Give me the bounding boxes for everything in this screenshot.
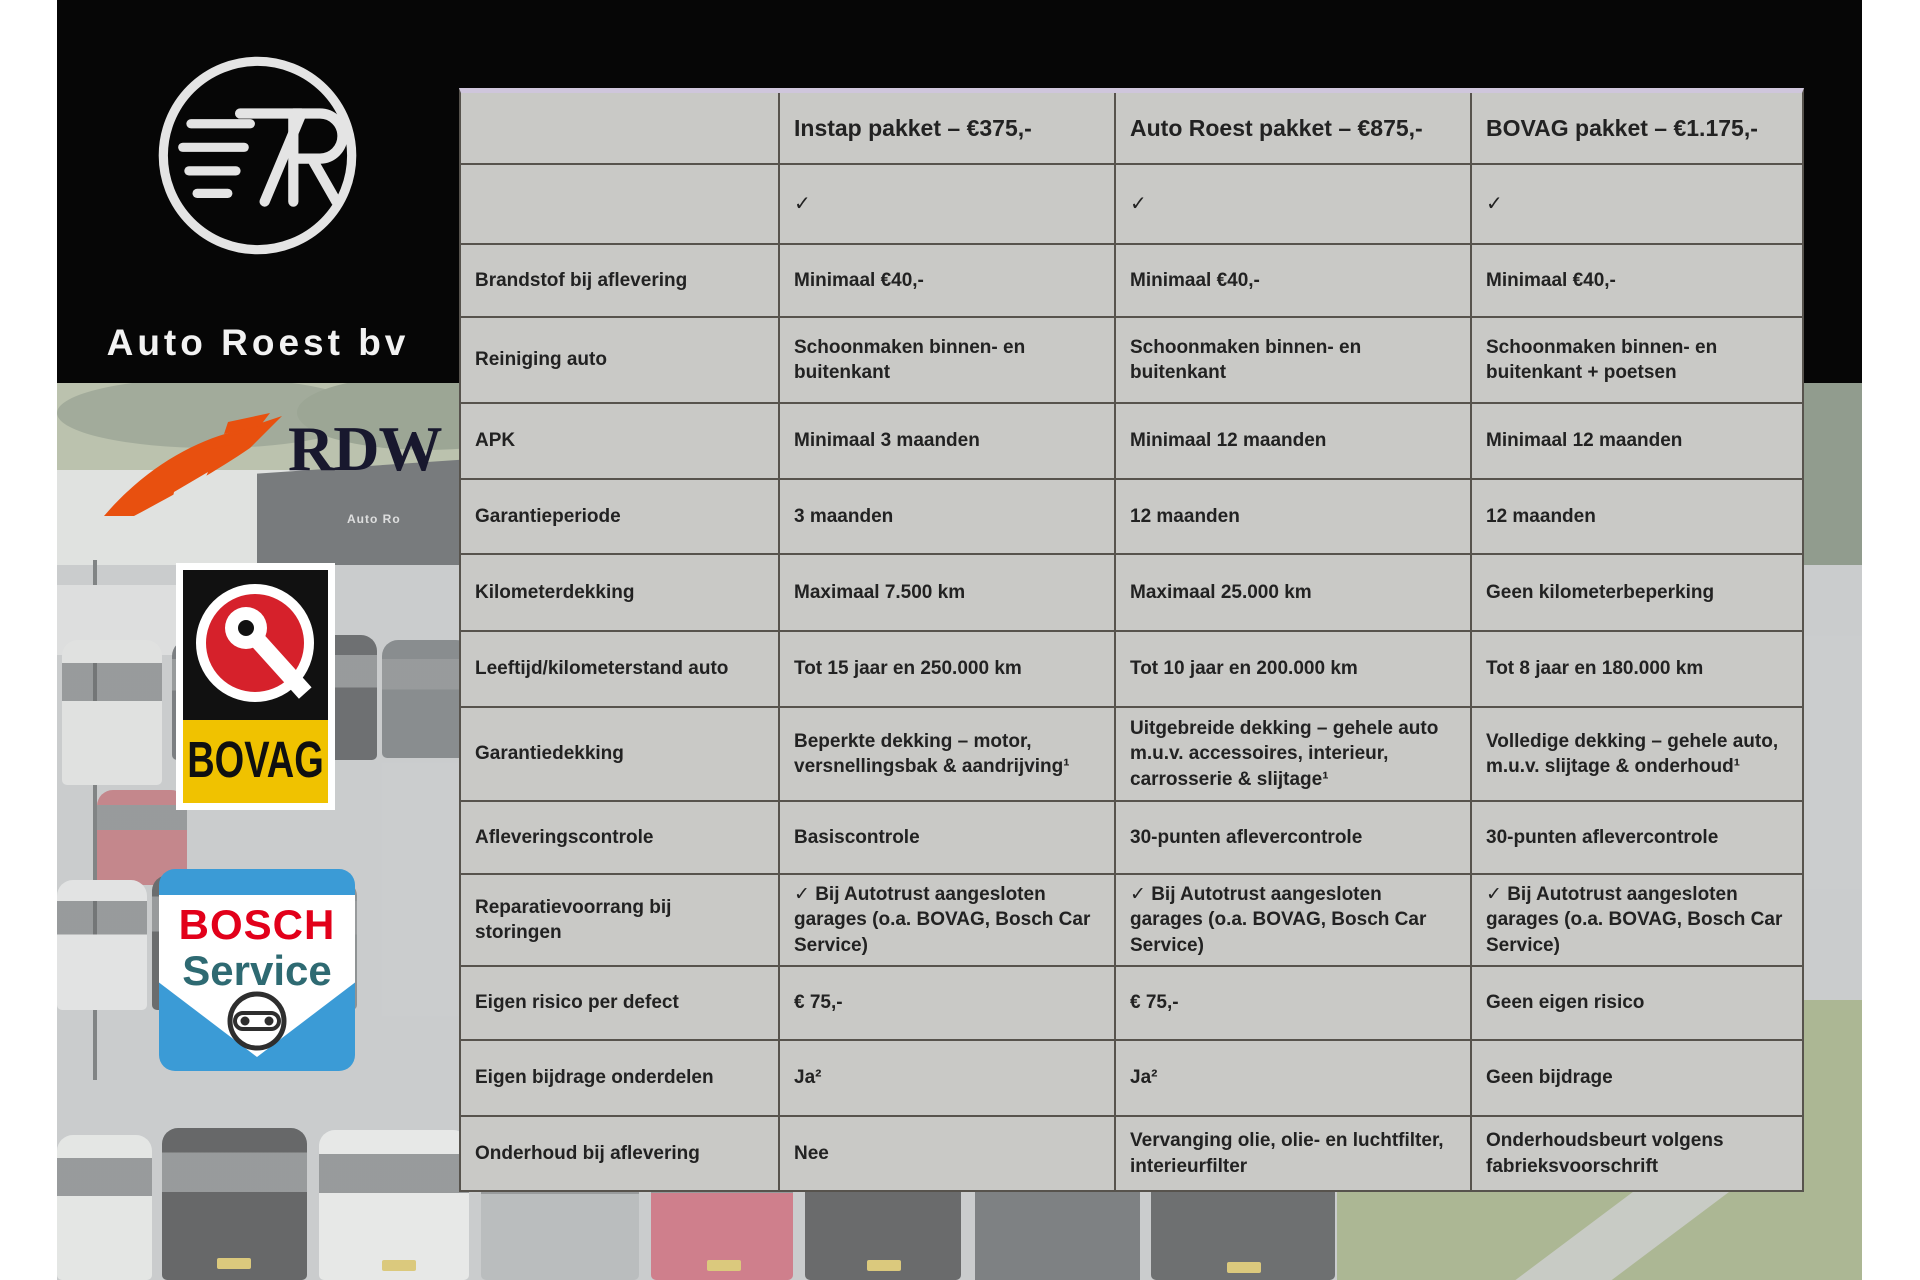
license-plate <box>867 1260 901 1271</box>
auto-roest-logo-icon <box>158 56 357 255</box>
table-cell: Minimaal 12 maanden <box>1116 404 1472 480</box>
bovag-logo: BOVAG <box>176 563 335 810</box>
table-cell: Ja² <box>780 1041 1116 1117</box>
bovag-emblem <box>183 570 328 720</box>
table-cell: 3 maanden <box>780 480 1116 555</box>
table-cell: ✓ <box>1116 165 1472 245</box>
car-silhouette <box>62 640 162 785</box>
license-plate <box>1227 1262 1261 1273</box>
right-white-margin <box>1862 0 1920 1280</box>
bovag-label: BOVAG <box>187 732 324 790</box>
table-cell: 12 maanden <box>1472 480 1802 555</box>
table-cell: Uitgebreide dekking – gehele auto m.u.v.… <box>1116 708 1472 802</box>
table-cell: Beperkte dekking – motor, versnellingsba… <box>780 708 1116 802</box>
row-label: APK <box>461 404 780 480</box>
table-cell: Ja² <box>1116 1041 1472 1117</box>
license-plate <box>217 1258 251 1269</box>
table-cell: Minimaal €40,- <box>1472 245 1802 318</box>
comparison-table: Instap pakket – €375,- Auto Roest pakket … <box>459 88 1804 1192</box>
building-sign: Auto Ro <box>347 512 401 526</box>
car-silhouette <box>57 1135 152 1280</box>
table-cell: Geen eigen risico <box>1472 967 1802 1041</box>
table-cell: ✓ Bij Autotrust aangesloten garages (o.a… <box>1116 875 1472 967</box>
table-cell: 12 maanden <box>1116 480 1472 555</box>
bosch-label: BOSCH <box>178 901 336 948</box>
column-header: Auto Roest pakket – €875,- <box>1116 93 1472 165</box>
row-label <box>461 165 780 245</box>
row-label: Afleveringscontrole <box>461 802 780 875</box>
table-cell: Tot 10 jaar en 200.000 km <box>1116 632 1472 708</box>
table-cell: Onderhoudsbeurt volgens fabrieksvoorschr… <box>1472 1117 1802 1190</box>
table-cell: Minimaal €40,- <box>780 245 1116 318</box>
grass <box>1800 1000 1862 1160</box>
table-cell: Geen kilometerbeperking <box>1472 555 1802 632</box>
row-label: Eigen risico per defect <box>461 967 780 1041</box>
table-cell: Volledige dekking – gehele auto, m.u.v. … <box>1472 708 1802 802</box>
table-cell: Schoonmaken binnen- en buitenkant <box>780 318 1116 404</box>
row-label: Leeftijd/kilometerstand auto <box>461 632 780 708</box>
table-cell: 30-punten aflevercontrole <box>1472 802 1802 875</box>
table-cell: Maximaal 7.500 km <box>780 555 1116 632</box>
table-cell: € 75,- <box>780 967 1116 1041</box>
table-cell: Nee <box>780 1117 1116 1190</box>
row-label: Garantieperiode <box>461 480 780 555</box>
table-cell: ✓ Bij Autotrust aangesloten garages (o.a… <box>1472 875 1802 967</box>
bovag-banner: BOVAG <box>183 720 328 803</box>
row-label: Garantiedekking <box>461 708 780 802</box>
license-plate <box>707 1260 741 1271</box>
column-header: Instap pakket – €375,- <box>780 93 1116 165</box>
row-label: Kilometerdekking <box>461 555 780 632</box>
left-white-margin <box>0 0 57 1280</box>
car-silhouette <box>162 1128 307 1280</box>
table-cell: Schoonmaken binnen- en buitenkant <box>1116 318 1472 404</box>
table-cell: Minimaal €40,- <box>1116 245 1472 318</box>
row-label: Reiniging auto <box>461 318 780 404</box>
car-silhouette <box>319 1130 469 1280</box>
bovag-wrench-icon <box>225 607 312 699</box>
rdw-logo: RDW <box>100 410 442 520</box>
table-cell: Tot 8 jaar en 180.000 km <box>1472 632 1802 708</box>
bosch-armature-icon <box>227 991 287 1051</box>
license-plate <box>382 1260 416 1271</box>
table-cell: ✓ <box>1472 165 1802 245</box>
row-label: Reparatievoorrang bij storingen <box>461 875 780 967</box>
table-cell: Minimaal 3 maanden <box>780 404 1116 480</box>
row-label: Eigen bijdrage onderdelen <box>461 1041 780 1117</box>
table-cell: ✓ <box>780 165 1116 245</box>
corner-header-cell <box>461 93 780 165</box>
table-cell: Tot 15 jaar en 250.000 km <box>780 632 1116 708</box>
car-silhouette <box>382 640 472 758</box>
table-cell: Maximaal 25.000 km <box>1116 555 1472 632</box>
row-label: Brandstof bij aflevering <box>461 245 780 318</box>
table-cell: ✓ Bij Autotrust aangesloten garages (o.a… <box>780 875 1116 967</box>
table-cell: 30-punten aflevercontrole <box>1116 802 1472 875</box>
table-cell: € 75,- <box>1116 967 1472 1041</box>
rdw-falcon-icon <box>104 413 282 516</box>
table-cell: Vervanging olie, olie- en luchtfilter, i… <box>1116 1117 1472 1190</box>
dealer-name: Auto Roest bv <box>106 322 410 363</box>
table-cell: Minimaal 12 maanden <box>1472 404 1802 480</box>
table-cell: Schoonmaken binnen- en buitenkant + poet… <box>1472 318 1802 404</box>
row-label: Onderhoud bij aflevering <box>461 1117 780 1190</box>
bosch-service-logo: BOSCH Service <box>159 869 355 1071</box>
table-cell: Geen bijdrage <box>1472 1041 1802 1117</box>
column-header: BOVAG pakket – €1.175,- <box>1472 93 1802 165</box>
bosch-service-label: Service <box>182 947 332 994</box>
rdw-label: RDW <box>288 413 442 484</box>
lamppost <box>93 560 97 1080</box>
table-cell: Basiscontrole <box>780 802 1116 875</box>
car-silhouette <box>57 880 147 1010</box>
